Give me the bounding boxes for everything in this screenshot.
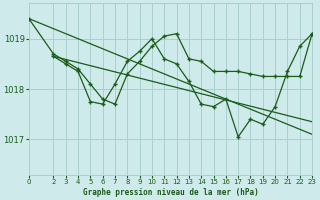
X-axis label: Graphe pression niveau de la mer (hPa): Graphe pression niveau de la mer (hPa) <box>83 188 258 197</box>
